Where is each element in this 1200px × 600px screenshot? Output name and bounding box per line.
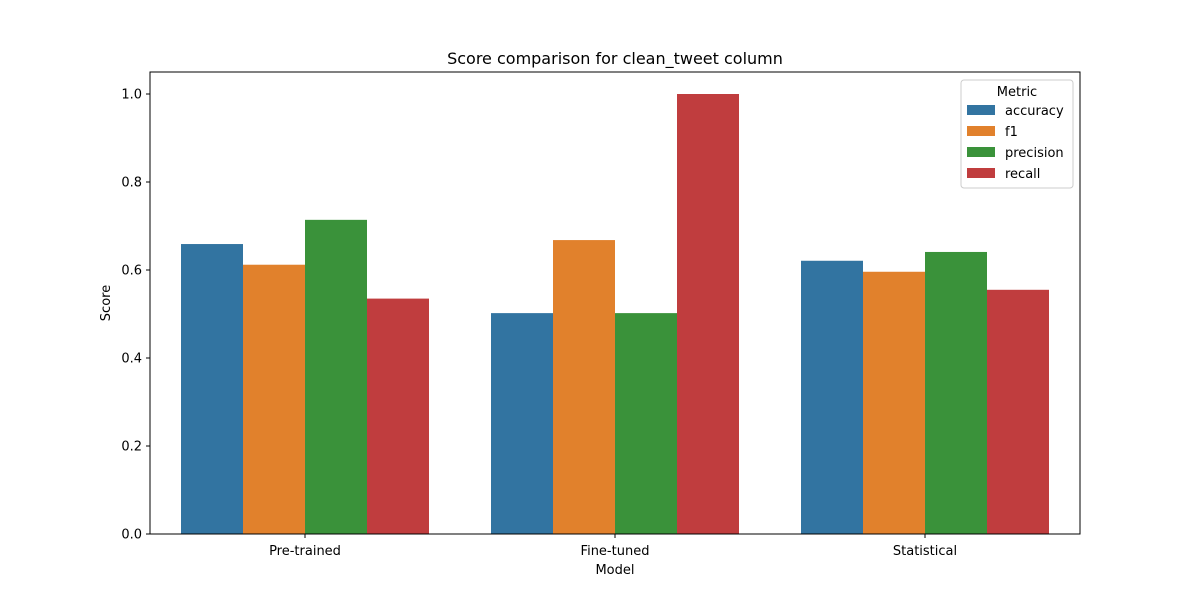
legend-title: Metric — [997, 85, 1037, 100]
legend-swatch-precision — [967, 147, 995, 157]
legend-label-precision: precision — [1005, 146, 1064, 161]
bar-accuracy-statistical — [801, 260, 863, 534]
y-axis-label: Score — [99, 285, 114, 321]
bar-precision-fine-tuned — [615, 313, 677, 534]
bar-accuracy-fine-tuned — [491, 313, 553, 534]
plot-area: 0.0 0.2 0.4 0.6 0.8 1.0 Pre-trained Fine-tuned S… — [121, 71, 1081, 559]
x-tick-label: Fine-tuned — [581, 544, 650, 559]
y-tick-label: 0.6 — [121, 264, 142, 279]
bar-f1-pre-trained — [243, 264, 305, 534]
legend-swatch-accuracy — [967, 105, 995, 115]
y-tick-label: 0.0 — [121, 528, 142, 543]
legend-swatch-f1 — [967, 126, 995, 136]
x-tick-label: Statistical — [893, 544, 957, 559]
bar-recall-fine-tuned — [677, 94, 739, 534]
bar-f1-fine-tuned — [553, 240, 615, 534]
bar-accuracy-pre-trained — [181, 244, 243, 535]
bar-recall-pre-trained — [367, 298, 429, 534]
legend-label-f1: f1 — [1005, 125, 1018, 140]
x-axis-label: Model — [595, 563, 634, 578]
bar-precision-statistical — [925, 251, 987, 534]
x-tick-label: Pre-trained — [269, 544, 341, 559]
bar-precision-pre-trained — [305, 219, 367, 534]
bar-recall-statistical — [987, 289, 1049, 534]
legend-label-recall: recall — [1005, 167, 1040, 182]
legend-swatch-recall — [967, 168, 995, 178]
legend-label-accuracy: accuracy — [1005, 104, 1064, 119]
y-tick-label: 0.4 — [121, 352, 142, 367]
chart-title: Score comparison for clean_tweet column — [447, 49, 783, 69]
y-tick-label: 1.0 — [121, 88, 142, 103]
bar-f1-statistical — [863, 271, 925, 534]
y-tick-label: 0.8 — [121, 176, 142, 191]
legend: Metric accuracy f1 precision recall — [960, 79, 1074, 189]
y-tick-label: 0.2 — [121, 440, 142, 455]
